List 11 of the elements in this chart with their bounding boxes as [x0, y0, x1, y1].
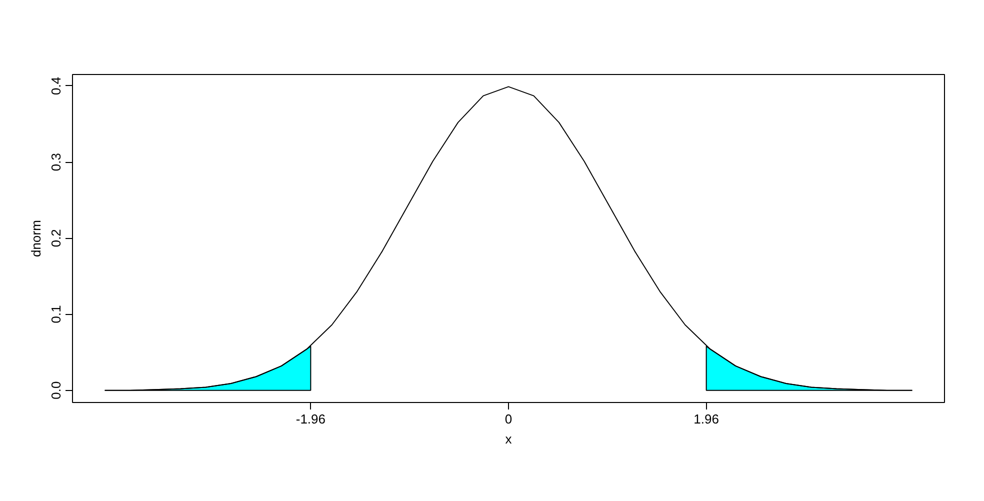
x-axis-title: x [505, 432, 512, 446]
y-tick-label: 0.2 [48, 229, 64, 248]
x-tick-label: 0 [504, 412, 512, 426]
line-series [104, 86, 913, 391]
y-tick-label: 0.0 [48, 381, 64, 400]
y-axis-title: dnorm [28, 220, 44, 257]
x-tick-label: 1.96 [694, 412, 719, 426]
y-tick-label: 0.1 [48, 305, 64, 324]
y-tick-label: 0.4 [48, 76, 64, 95]
x-tick-label: -1.96 [296, 412, 326, 426]
y-tick-label: 0.3 [48, 152, 64, 172]
